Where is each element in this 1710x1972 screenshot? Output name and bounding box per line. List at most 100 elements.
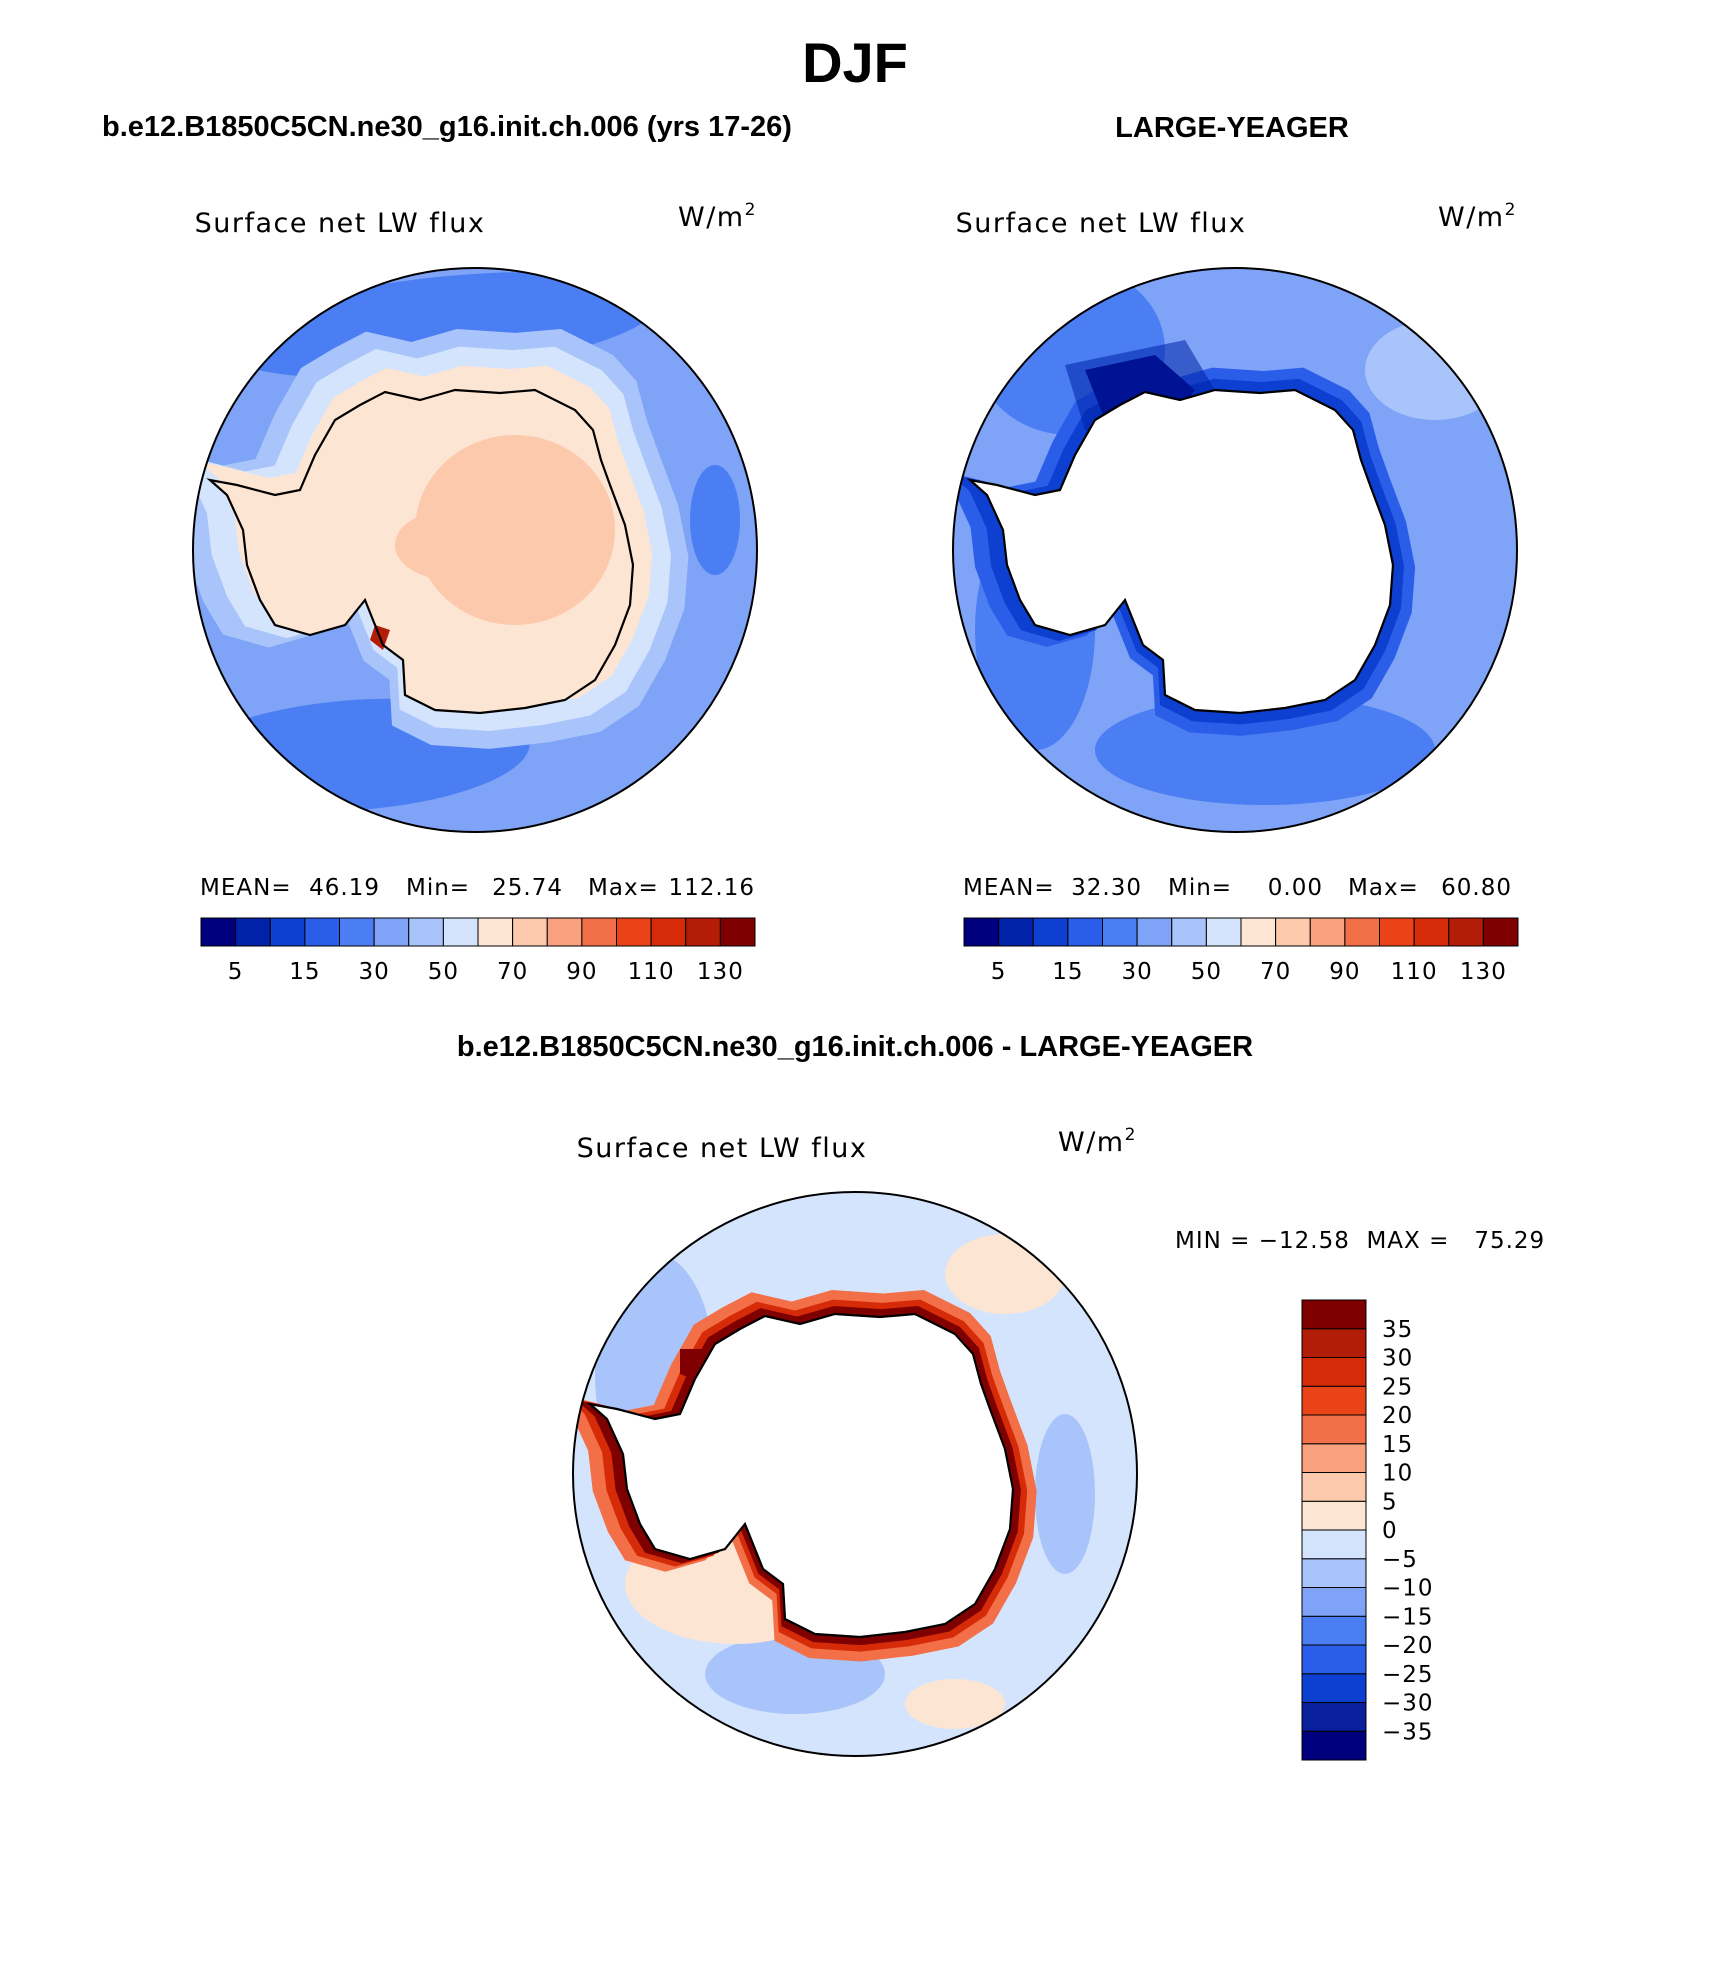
panel-b-colorbar-swatch-14 [1448,917,1484,947]
panel-a-colorbar-tick-label-7: 130 [697,959,744,985]
panel-b-colorbar-swatch-8 [1240,917,1277,947]
panel-c-colorbar-tick-label-9: −10 [1382,1576,1434,1602]
panel-b-mean-label: MEAN= [963,875,1055,901]
panel-c-colorbar-swatch-15 [1301,1299,1367,1330]
panel-a-colorbar-tick-label-4: 70 [497,959,528,985]
panel-c-colorbar-tick-label-3: 20 [1382,1403,1413,1429]
panel-c-colorbar-swatch-12 [1301,1385,1367,1416]
panel-b-colorbar: 5 15 30 50 70 90 110 130 [963,917,1519,985]
panel-b-colorbar-swatch-4 [1102,917,1138,947]
panel-c-colorbar-tick-label-4: 15 [1382,1432,1413,1458]
panel-b-mean-value: 32.30 [1071,875,1142,901]
panel-c-colorbar-tick-label-7: 0 [1382,1518,1398,1544]
panel-b-colorbar-tick-label-2: 30 [1121,959,1152,985]
panel-c-map [572,1191,1138,1757]
panel-a-colorbar-swatch-3 [304,917,340,947]
panel-b-units: W/m2 [1438,200,1517,233]
panel-b-colorbar-swatch-11 [1344,917,1380,947]
panel-a-colorbar-tick-label-2: 30 [358,959,389,985]
panel-c-colorbar-swatch-8 [1301,1500,1367,1531]
panel-c-colorbar-tick-label-11: −20 [1382,1633,1434,1659]
panel-b-colorbar-swatch-10 [1309,917,1346,947]
panel-c-colorbar-tick-label-6: 5 [1382,1489,1398,1515]
panel-b-colorbar-swatch-0 [963,917,1000,947]
panel-c-colorbar-tick-label-8: −5 [1382,1547,1418,1573]
panel-c-map-border [572,1191,1138,1757]
panel-c-colorbar-tick-label-5: 10 [1382,1461,1413,1487]
panel-b-colorbar-swatch-6 [1171,917,1207,947]
panel-a-east-ocean-low [690,465,740,575]
panel-b-colorbar-tick-label-6: 110 [1391,959,1438,985]
panel-b-colorbar-tick-label-7: 130 [1460,959,1507,985]
panel-b-colorbar-swatch-7 [1205,917,1242,947]
panel-a-colorbar-tick-label-5: 90 [566,959,597,985]
panel-a-mean-label: MEAN= [200,875,292,901]
panel-c-colorbar-swatch-7 [1301,1529,1367,1560]
panel-a-colorbar-tick-label-6: 110 [628,959,675,985]
panel-b-header: LARGE-YEAGER [1115,112,1349,144]
panel-b-colorbar-tick-label-0: 5 [991,959,1007,985]
panel-b-colorbar-swatch-13 [1413,917,1450,947]
panel-a-min-label: Min= [406,875,470,901]
panel-c-colorbar-tick-label-13: −30 [1382,1691,1434,1717]
panel-b: Surface net LW flux W/m2 MEAN= 32.30 Min… [952,200,1519,985]
panel-c-colorbar-swatch-4 [1301,1615,1367,1646]
panel-c-colorbar-swatch-0 [1301,1730,1367,1761]
panel-c-colorbar-swatch-9 [1301,1472,1367,1502]
panel-a-colorbar-tick-label-3: 50 [428,959,459,985]
panel-c-title: Surface net LW flux [577,1133,868,1164]
panel-b-colorbar-swatch-3 [1067,917,1103,947]
panel-b-ne-high [1365,320,1505,420]
panel-b-max-value: 60.80 [1441,875,1512,901]
panel-b-colorbar-tick-label-4: 70 [1260,959,1291,985]
panel-c: Surface net LW flux W/m2 MIN = −12.58 MA… [572,1125,1545,1761]
panel-b-colorbar-swatch-1 [998,917,1034,947]
panel-b-colorbar-tick-label-1: 15 [1052,959,1083,985]
panel-a-colorbar-swatch-14 [685,917,721,947]
panel-a-colorbar-swatch-7 [442,917,479,947]
panel-c-colorbar-tick-label-12: −25 [1382,1662,1434,1688]
panel-a-colorbar-swatch-12 [616,917,652,947]
panel-a: Surface net LW flux W/m2 MEAN= 46.19 Min… [192,200,758,985]
panel-c-colorbar-tick-label-10: −15 [1382,1604,1434,1630]
panel-b-map-border [952,267,1518,833]
panel-a-min-value: 25.74 [492,875,563,901]
panel-a-header: b.e12.B1850C5CN.ne30_g16.init.ch.006 (yr… [102,111,792,143]
panel-c-colorbar-tick-label-2: 25 [1382,1374,1413,1400]
panel-a-nw-ocean-low [193,305,245,415]
panel-c-colorbar-swatch-3 [1301,1644,1367,1675]
panel-c-units: W/m2 [1058,1125,1137,1158]
panel-c-header: b.e12.B1850C5CN.ne30_g16.init.ch.006 - L… [457,1031,1253,1063]
panel-a-colorbar-swatch-1 [235,917,271,947]
panel-b-colorbar-swatch-5 [1136,917,1173,947]
panel-a-colorbar-swatch-4 [339,917,375,947]
panel-a-stats: MEAN= 46.19 Min= 25.74 Max= 112.16 [200,875,755,901]
panel-b-map [952,267,1518,833]
panel-b-min-label: Min= [1168,875,1232,901]
panel-a-colorbar-swatch-5 [373,917,410,947]
panel-c-se-positive [905,1679,1005,1729]
panel-b-colorbar-swatch-12 [1379,917,1415,947]
panel-a-colorbar-tick-label-0: 5 [228,959,244,985]
panel-a-colorbar: 5 15 30 50 70 90 110 130 [200,917,756,985]
panel-b-title: Surface net LW flux [956,208,1247,239]
panel-c-colorbar-swatch-14 [1301,1328,1367,1358]
panel-b-min-value: 0.00 [1268,875,1323,901]
panel-a-colorbar-swatch-9 [512,917,548,947]
panel-c-stats: MIN = −12.58 MAX = 75.29 [1175,1228,1545,1254]
panel-c-colorbar-swatch-6 [1301,1558,1367,1588]
panel-b-colorbar-tick-label-5: 90 [1329,959,1360,985]
panel-a-mean-value: 46.19 [309,875,380,901]
panel-c-colorbar-swatch-1 [1301,1702,1367,1732]
panel-a-map-border [192,267,758,833]
panel-c-ne-positive [945,1234,1065,1314]
panel-c-colorbar-swatch-5 [1301,1587,1367,1617]
panel-a-max-value: 112.16 [669,875,755,901]
panel-a-colorbar-tick-label-1: 15 [289,959,320,985]
panel-b-stats: MEAN= 32.30 Min= 0.00 Max= 60.80 [963,875,1512,901]
panel-b-colorbar-swatch-9 [1275,917,1311,947]
panel-a-colorbar-swatch-13 [650,917,687,947]
panel-a-colorbar-swatch-15 [719,917,756,947]
